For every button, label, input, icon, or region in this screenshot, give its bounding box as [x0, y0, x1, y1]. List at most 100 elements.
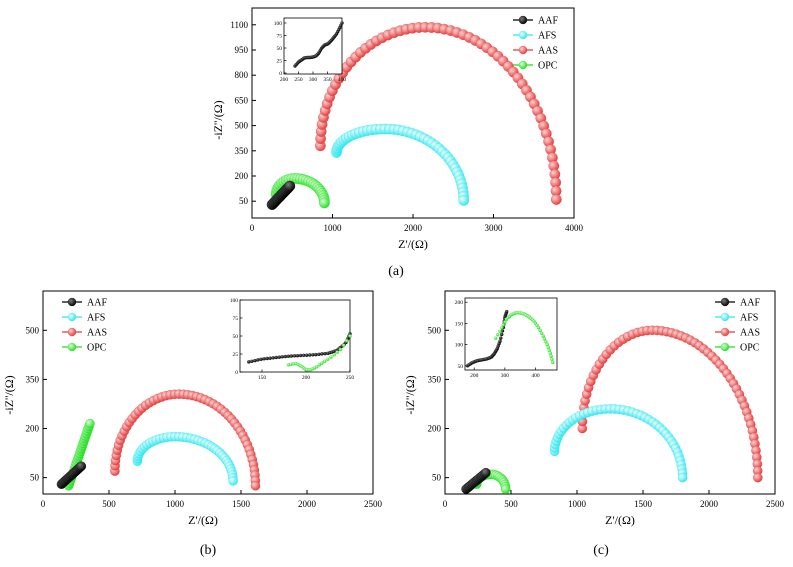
- y-tick-label: 50: [432, 473, 442, 483]
- legend-label-AFS: AFS: [87, 313, 105, 324]
- legend-label-AAF: AAF: [538, 16, 558, 27]
- data-point-AAF: [481, 467, 491, 478]
- series-AAF: [461, 467, 491, 494]
- legend-marker-AFS: [518, 30, 528, 40]
- y-tick-labels: 50 200 350 500: [26, 325, 47, 483]
- inset-point-OPC: [536, 325, 541, 330]
- inset-point-AAF: [292, 354, 297, 358]
- inset-point-AAF: [265, 356, 269, 361]
- plot-frame: [444, 290, 776, 495]
- x-tick-label: 2500: [364, 499, 383, 509]
- y-axis-label: -iZ''/(Ω): [211, 100, 225, 139]
- inset-point-OPC: [503, 320, 507, 324]
- data-point-AFS: [458, 195, 470, 206]
- plot-frame: [42, 290, 374, 495]
- legend-label-AFS: AFS: [538, 31, 556, 42]
- inset-point-OPC: [541, 334, 545, 338]
- panel-label-b: (b): [200, 543, 217, 558]
- series-layer: [56, 389, 261, 491]
- legend-marker-AAF: [720, 297, 730, 307]
- series-layer: [266, 21, 562, 210]
- series-AAS: [110, 389, 261, 491]
- y-axis-label: -iZ''/(Ω): [2, 375, 16, 414]
- legend-label-AAF: AAF: [740, 298, 760, 309]
- inset-point-AAF: [259, 357, 263, 361]
- legend-marker-AAS: [67, 327, 77, 337]
- x-tick-label: 0: [250, 223, 255, 233]
- x-tick-label: 500: [504, 499, 518, 509]
- legend-marker-AFS: [67, 312, 77, 322]
- inset-y-tick-label: 0: [235, 370, 238, 376]
- legend-marker-OPC: [720, 342, 730, 352]
- inset-point-OPC: [320, 361, 324, 365]
- data-point-AAF: [76, 461, 87, 471]
- inset-point-OPC: [547, 348, 551, 352]
- data-point-AAS: [550, 194, 562, 205]
- inset-x-tick-label: 400: [531, 373, 540, 379]
- inset-point-AAF: [250, 359, 254, 363]
- y-tick-labels: 50 200 350 500 650 800 950 1100: [230, 20, 256, 206]
- inset-x-tick-label: 200: [280, 77, 289, 83]
- inset-point-OPC: [323, 359, 327, 363]
- inset-x-tick-label: 300: [501, 373, 510, 379]
- inset-point-AAF: [305, 353, 309, 357]
- x-axis-label: Z'/(Ω): [188, 513, 218, 527]
- inset-y-tick-label: 75: [233, 316, 239, 322]
- inset-point-OPC: [550, 357, 554, 361]
- inset-point-AAF: [498, 339, 502, 343]
- inset-point-OPC: [494, 336, 498, 340]
- inset-point-OPC: [542, 337, 547, 341]
- y-tick-label: 50: [30, 473, 40, 483]
- inset-y-tick-label: 50: [277, 46, 283, 52]
- series-AFS: [132, 431, 238, 486]
- inset-x-tick-label: 250: [294, 77, 303, 83]
- inset-y-tick-label: 200: [455, 300, 464, 306]
- data-point-OPC: [319, 197, 330, 209]
- inset-point-OPC: [544, 340, 548, 344]
- legend-marker-AAF: [67, 297, 77, 307]
- y-tick-label: 50: [239, 196, 249, 206]
- series-AFS: [331, 123, 470, 206]
- x-tick-label: 1000: [324, 223, 343, 233]
- inset-point-OPC: [315, 365, 319, 369]
- inset-point-OPC: [342, 343, 346, 347]
- y-tick-label: 350: [428, 374, 442, 384]
- inset-x-tick-label: 200: [470, 373, 479, 379]
- inset-x-tick-label: 200: [302, 375, 311, 381]
- inset-y-tick-label: 50: [233, 334, 239, 340]
- legend-label-AAS: AAS: [538, 46, 558, 57]
- inset-point-AAF: [262, 357, 266, 361]
- inset-point-OPC: [332, 353, 336, 357]
- data-point-AFS: [228, 476, 238, 486]
- x-tick-label: 1500: [232, 499, 251, 509]
- inset-point-OPC: [551, 360, 555, 365]
- inset-point-AAF: [277, 355, 281, 359]
- data-point-OPC: [500, 484, 511, 494]
- inset-y-tick-label: 25: [277, 59, 283, 65]
- inset-series-AAF: [293, 21, 344, 68]
- x-tick-label: 1000: [568, 499, 587, 509]
- inset-x-tick-label: 300: [309, 77, 318, 83]
- inset-point-OPC: [338, 347, 343, 352]
- inset-point-AAF: [253, 358, 257, 363]
- inset-point-AAF: [308, 353, 312, 357]
- legend-marker-AFS: [720, 312, 730, 322]
- inset-point-OPC: [540, 331, 544, 335]
- inset-series-AAF: [465, 309, 509, 368]
- inset-point-AAF: [295, 354, 300, 358]
- inset-x-tick-label: 250: [346, 375, 355, 381]
- inset-point-AAF: [340, 21, 344, 25]
- inset-series-OPC: [494, 311, 555, 365]
- inset-point-AAF: [268, 356, 272, 360]
- inset-y-tick-label: 0: [279, 71, 282, 77]
- inset-point-OPC: [326, 357, 330, 361]
- x-tick-label: 2500: [766, 499, 785, 509]
- inset-y-tick-label: 25: [233, 352, 239, 358]
- inset-frame: [239, 299, 351, 373]
- legend-label-AFS: AFS: [740, 313, 758, 324]
- inset-plot: 200 300 400 50 100 150 200: [455, 297, 558, 379]
- inset-y-tick-label: 100: [230, 298, 239, 304]
- inset-point-AAF: [301, 353, 306, 357]
